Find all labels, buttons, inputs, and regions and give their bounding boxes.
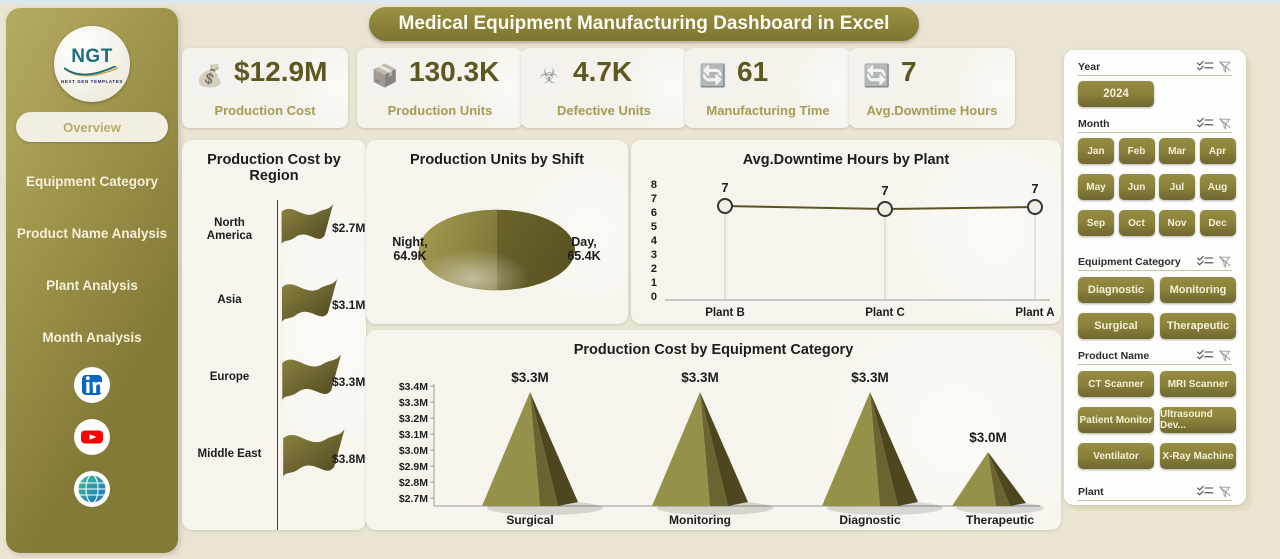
- svg-text:7: 7: [721, 180, 728, 195]
- svg-text:$3.3M: $3.3M: [511, 370, 549, 385]
- svg-text:Therapeutic: Therapeutic: [966, 513, 1034, 527]
- svg-text:6: 6: [651, 207, 657, 219]
- svg-text:4: 4: [651, 235, 658, 247]
- svg-text:Diagnostic: Diagnostic: [839, 513, 901, 527]
- svg-text:$3.4M: $3.4M: [399, 381, 428, 393]
- svg-text:$2.8M: $2.8M: [399, 477, 428, 489]
- svg-text:Plant C: Plant C: [865, 307, 905, 319]
- svg-text:$3.0M: $3.0M: [399, 445, 428, 457]
- svg-text:Monitoring: Monitoring: [669, 513, 731, 527]
- svg-text:7: 7: [1031, 181, 1038, 196]
- svg-text:$3.2M: $3.2M: [399, 413, 428, 425]
- svg-text:$3.1M: $3.1M: [399, 429, 428, 441]
- svg-text:2: 2: [651, 263, 657, 275]
- svg-text:3: 3: [651, 249, 657, 261]
- svg-text:7: 7: [881, 183, 888, 198]
- svg-text:$3.3M: $3.3M: [851, 370, 889, 385]
- svg-text:$3.3M: $3.3M: [399, 397, 428, 409]
- svg-text:$3.3M: $3.3M: [681, 370, 719, 385]
- svg-text:Plant B: Plant B: [705, 307, 745, 319]
- svg-text:$2.7M: $2.7M: [399, 493, 428, 505]
- svg-text:Surgical: Surgical: [506, 513, 553, 527]
- svg-text:0: 0: [651, 291, 657, 303]
- svg-text:1: 1: [651, 277, 657, 289]
- svg-text:Plant A: Plant A: [1015, 307, 1054, 319]
- svg-text:5: 5: [651, 221, 657, 233]
- svg-text:$2.9M: $2.9M: [399, 461, 428, 473]
- svg-text:7: 7: [651, 193, 657, 205]
- svg-text:8: 8: [651, 179, 657, 191]
- svg-text:$3.0M: $3.0M: [969, 430, 1007, 445]
